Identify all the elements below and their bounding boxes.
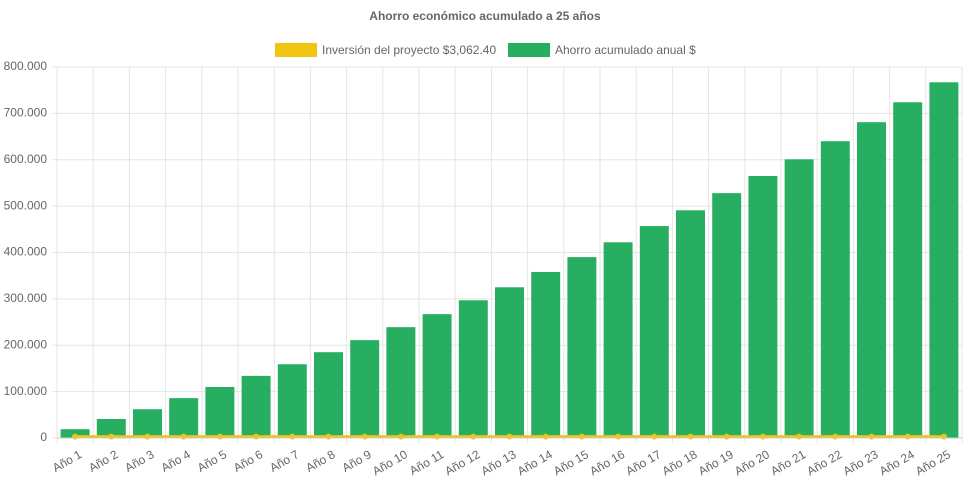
bar [603, 242, 633, 438]
y-tick-label: 100.000 [4, 384, 48, 398]
y-tick-label: 600.000 [4, 152, 48, 166]
bar [96, 418, 126, 438]
line-point [253, 433, 260, 440]
line-point [108, 433, 115, 440]
line-point [578, 433, 585, 440]
legend-label: Ahorro acumulado anual $ [555, 43, 696, 57]
bar [857, 122, 886, 438]
bar [277, 364, 307, 438]
x-tick-label: Año 22 [804, 447, 844, 478]
y-tick-label: 800.000 [4, 59, 48, 73]
bar [820, 141, 850, 438]
line-point [289, 433, 296, 440]
x-tick-label: Año 17 [623, 447, 663, 478]
x-tick-label: Año 10 [370, 447, 410, 478]
chart-title: Ahorro económico acumulado a 25 años [369, 9, 601, 23]
line-point [615, 433, 622, 440]
bar [133, 409, 162, 438]
line-point [904, 433, 911, 440]
bar [639, 226, 669, 438]
x-tick-label: Año 18 [660, 447, 700, 478]
bar [893, 102, 923, 439]
line-point [940, 433, 947, 440]
x-tick-label: Año 2 [86, 447, 120, 475]
line-point [361, 433, 368, 440]
x-tick-label: Año 7 [267, 447, 301, 475]
x-tick-label: Año 6 [231, 447, 265, 475]
bar [314, 352, 343, 438]
bar [748, 175, 778, 438]
x-tick-label: Año 14 [515, 447, 555, 478]
x-tick-label: Año 21 [768, 447, 808, 478]
y-tick-label: 700.000 [4, 106, 48, 120]
x-tick-label: Año 25 [913, 447, 953, 478]
bar [241, 375, 271, 438]
bar [386, 327, 416, 438]
line-point [434, 433, 441, 440]
bar [531, 271, 561, 438]
bar [784, 159, 814, 438]
x-tick-label: Año 5 [195, 447, 229, 475]
line-point [397, 433, 404, 440]
x-tick-label: Año 12 [442, 447, 482, 478]
x-tick-label: Año 8 [303, 447, 337, 475]
line-point [651, 433, 658, 440]
line-point [72, 433, 79, 440]
line-point [506, 433, 513, 440]
bar [458, 300, 488, 438]
x-tick-label: Año 15 [551, 447, 591, 478]
line-point [723, 433, 730, 440]
x-tick-label: Año 20 [732, 447, 772, 478]
bar [169, 398, 199, 438]
line-point [832, 433, 839, 440]
y-tick-label: 500.000 [4, 198, 48, 212]
x-tick-label: Año 19 [696, 447, 736, 478]
line-point [325, 433, 332, 440]
x-tick-label: Año 11 [407, 447, 446, 478]
x-tick-label: Año 3 [122, 447, 156, 475]
line-point [687, 433, 694, 440]
x-tick-label: Año 4 [159, 447, 193, 475]
y-tick-label: 300.000 [4, 291, 48, 305]
line-point [144, 433, 151, 440]
x-tick-label: Año 9 [340, 447, 374, 475]
legend-swatch [508, 43, 550, 57]
bar [712, 193, 742, 438]
bar [350, 340, 380, 438]
line-point [796, 433, 803, 440]
x-tick-label: Año 1 [50, 447, 84, 475]
line-point [542, 433, 549, 440]
x-tick-label: Año 23 [841, 447, 881, 478]
bar [929, 82, 959, 439]
bar [205, 386, 235, 438]
x-tick-label: Año 13 [479, 447, 519, 478]
y-tick-label: 0 [40, 430, 47, 444]
legend-label: Inversión del proyecto $3,062.40 [322, 43, 496, 57]
y-tick-label: 200.000 [4, 337, 48, 351]
bar [495, 287, 524, 438]
bar [422, 314, 452, 438]
legend-swatch [275, 43, 317, 57]
bar [676, 210, 705, 438]
y-tick-label: 400.000 [4, 245, 48, 259]
x-tick-label: Año 16 [587, 447, 627, 478]
x-tick-label: Año 24 [877, 447, 917, 478]
line-point [470, 433, 477, 440]
line-point [180, 433, 187, 440]
line-point [868, 433, 875, 440]
bar [567, 257, 597, 438]
line-point [216, 433, 223, 440]
line-point [759, 433, 766, 440]
